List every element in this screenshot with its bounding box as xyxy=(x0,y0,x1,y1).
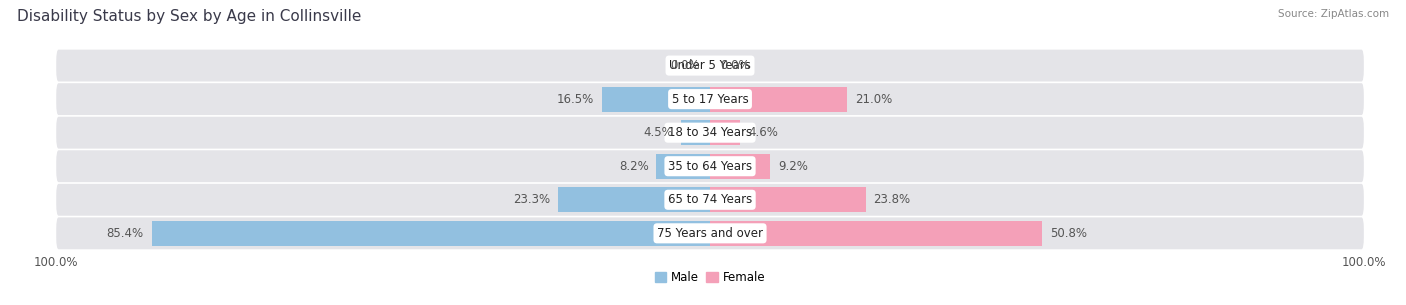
FancyBboxPatch shape xyxy=(56,83,1364,115)
Text: 4.5%: 4.5% xyxy=(643,126,672,139)
Text: Source: ZipAtlas.com: Source: ZipAtlas.com xyxy=(1278,9,1389,19)
Text: 18 to 34 Years: 18 to 34 Years xyxy=(668,126,752,139)
Bar xyxy=(710,87,848,112)
Text: 50.8%: 50.8% xyxy=(1050,227,1087,240)
FancyBboxPatch shape xyxy=(56,50,1364,81)
FancyBboxPatch shape xyxy=(56,150,1364,182)
Bar xyxy=(710,221,1042,246)
Text: 5 to 17 Years: 5 to 17 Years xyxy=(672,93,748,106)
Bar xyxy=(602,87,710,112)
Text: 8.2%: 8.2% xyxy=(619,160,648,173)
Text: 9.2%: 9.2% xyxy=(778,160,808,173)
Bar xyxy=(657,154,710,179)
Text: 85.4%: 85.4% xyxy=(107,227,143,240)
Text: 0.0%: 0.0% xyxy=(720,59,749,72)
Text: 0.0%: 0.0% xyxy=(671,59,700,72)
Text: 65 to 74 Years: 65 to 74 Years xyxy=(668,193,752,206)
Bar xyxy=(710,187,866,212)
Text: 23.3%: 23.3% xyxy=(513,193,550,206)
Bar xyxy=(558,187,710,212)
Bar xyxy=(710,120,740,145)
Bar xyxy=(152,221,710,246)
Bar xyxy=(681,120,710,145)
FancyBboxPatch shape xyxy=(56,217,1364,249)
Text: Under 5 Years: Under 5 Years xyxy=(669,59,751,72)
Text: 21.0%: 21.0% xyxy=(855,93,893,106)
Text: 4.6%: 4.6% xyxy=(748,126,778,139)
Text: 75 Years and over: 75 Years and over xyxy=(657,227,763,240)
Text: 23.8%: 23.8% xyxy=(873,193,911,206)
FancyBboxPatch shape xyxy=(56,184,1364,216)
Text: Disability Status by Sex by Age in Collinsville: Disability Status by Sex by Age in Colli… xyxy=(17,9,361,24)
FancyBboxPatch shape xyxy=(56,117,1364,149)
Legend: Male, Female: Male, Female xyxy=(650,266,770,289)
Bar xyxy=(710,154,770,179)
Text: 16.5%: 16.5% xyxy=(557,93,595,106)
Text: 35 to 64 Years: 35 to 64 Years xyxy=(668,160,752,173)
